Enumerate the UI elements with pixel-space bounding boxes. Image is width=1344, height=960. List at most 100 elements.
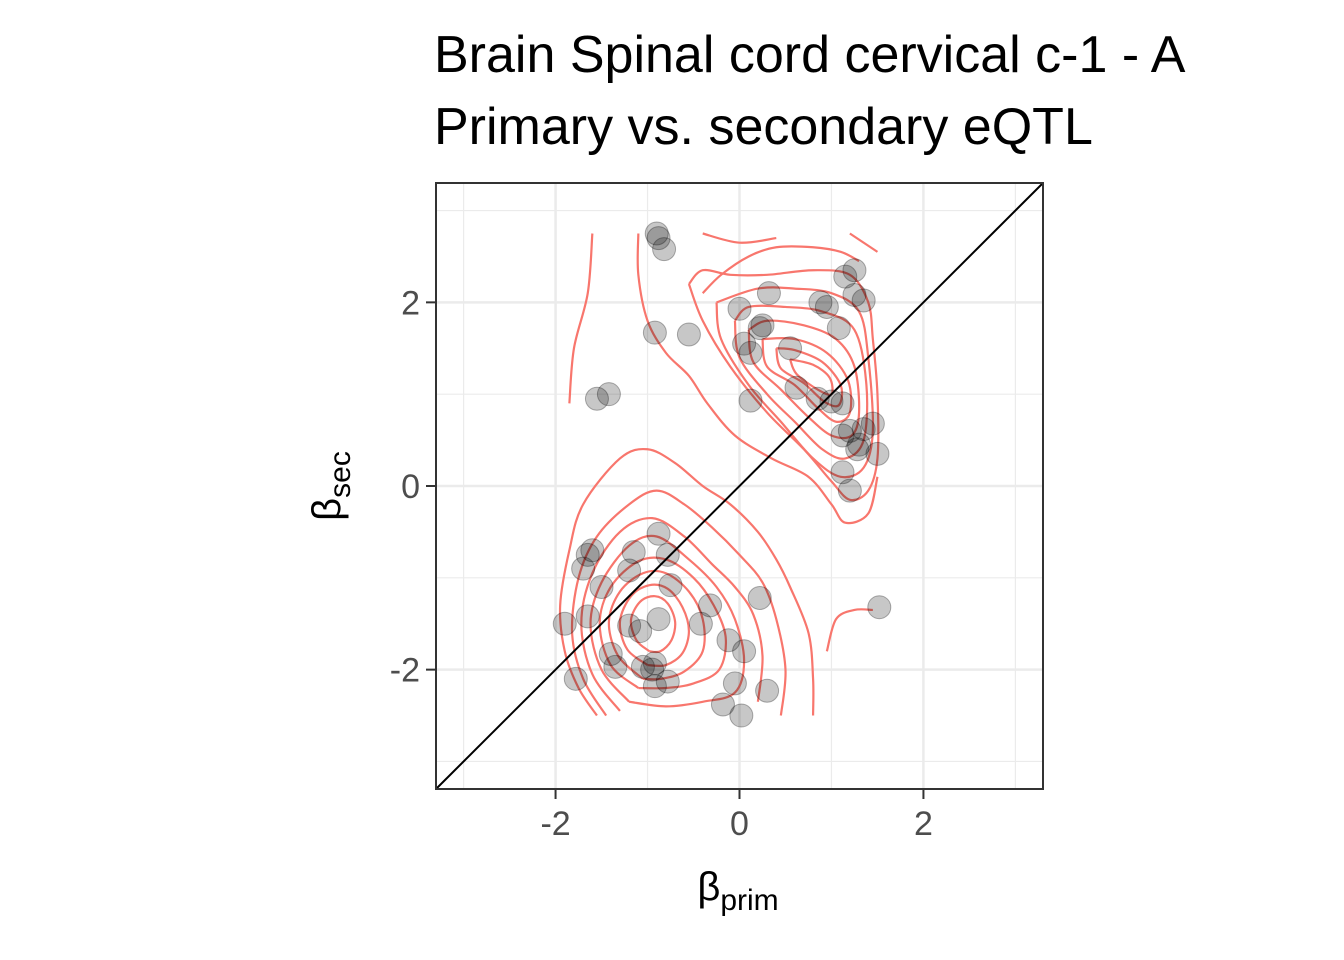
data-point bbox=[756, 281, 781, 306]
data-point bbox=[655, 669, 680, 694]
data-point bbox=[738, 388, 763, 413]
y-axis-label-symbol: β bbox=[305, 498, 349, 521]
density-contour-line bbox=[580, 517, 764, 712]
data-point bbox=[808, 290, 833, 315]
density-contour-line bbox=[849, 232, 879, 253]
data-point bbox=[837, 418, 862, 443]
data-point bbox=[640, 657, 665, 682]
data-point bbox=[642, 320, 667, 345]
density-contour-line bbox=[570, 489, 787, 717]
y-tick-label: -2 bbox=[390, 652, 420, 690]
density-contours bbox=[558, 232, 880, 717]
data-point bbox=[830, 391, 855, 416]
density-contour-line bbox=[733, 304, 869, 460]
data-point bbox=[655, 542, 680, 567]
data-point bbox=[575, 542, 600, 567]
density-contour-line bbox=[636, 233, 879, 525]
data-point bbox=[732, 331, 757, 356]
data-point bbox=[732, 639, 757, 664]
data-point bbox=[805, 386, 830, 411]
data-point bbox=[845, 437, 870, 462]
data-point bbox=[851, 417, 876, 442]
data-points bbox=[552, 221, 892, 728]
density-contour-line bbox=[607, 569, 706, 681]
data-point bbox=[727, 296, 752, 321]
density-contour-line bbox=[715, 286, 875, 479]
density-contour-line bbox=[747, 319, 861, 440]
data-point bbox=[837, 478, 862, 503]
density-contour-line bbox=[618, 583, 691, 668]
x-axis-label-symbol: β bbox=[697, 865, 720, 909]
x-tick-label: -2 bbox=[540, 805, 570, 843]
data-point bbox=[575, 604, 600, 629]
data-point bbox=[644, 221, 669, 246]
y-axis: -2 0 2 bbox=[390, 284, 436, 690]
data-point bbox=[867, 595, 892, 620]
data-point bbox=[747, 316, 772, 341]
identity-line bbox=[435, 182, 1044, 790]
x-axis-label-subscript: prim bbox=[720, 884, 778, 917]
data-point bbox=[722, 671, 747, 696]
data-point bbox=[646, 226, 671, 251]
data-point bbox=[729, 703, 754, 728]
chart-title-line2: Primary vs. secondary eQTL bbox=[434, 98, 1093, 156]
data-point bbox=[698, 593, 723, 618]
data-point bbox=[738, 340, 763, 365]
data-point bbox=[830, 423, 855, 448]
data-point bbox=[598, 642, 623, 667]
data-point bbox=[580, 538, 605, 563]
data-point bbox=[755, 678, 780, 703]
data-point bbox=[676, 322, 701, 347]
density-contour-line bbox=[558, 447, 815, 717]
data-point bbox=[571, 556, 596, 581]
data-point bbox=[833, 264, 858, 289]
data-point bbox=[642, 651, 667, 676]
data-point bbox=[563, 666, 588, 691]
data-point bbox=[784, 375, 809, 400]
data-point bbox=[710, 692, 735, 717]
data-point bbox=[851, 288, 876, 313]
data-point bbox=[860, 411, 885, 436]
data-point bbox=[750, 313, 775, 338]
density-contour-line bbox=[687, 268, 880, 502]
x-tick-label: 0 bbox=[730, 805, 749, 843]
y-axis-label-subscript: sec bbox=[324, 451, 357, 498]
density-contour-line bbox=[775, 347, 844, 408]
density-contour-line bbox=[825, 608, 873, 652]
y-tick-label: 2 bbox=[401, 284, 420, 322]
data-point bbox=[584, 386, 609, 411]
plot-area bbox=[435, 182, 1044, 790]
x-axis: -2 0 2 bbox=[540, 789, 933, 843]
data-point bbox=[646, 607, 671, 632]
data-point bbox=[847, 432, 872, 457]
density-contour-line bbox=[701, 245, 860, 294]
data-point bbox=[814, 294, 839, 319]
chart-title-line1: Brain Spinal cord cervical c-1 - A bbox=[434, 26, 1186, 84]
data-point bbox=[819, 389, 844, 414]
data-point bbox=[589, 575, 614, 599]
data-point bbox=[826, 316, 851, 341]
data-point bbox=[646, 521, 671, 546]
data-point bbox=[842, 258, 867, 283]
data-point bbox=[617, 613, 642, 638]
data-point bbox=[716, 628, 741, 653]
data-point bbox=[642, 674, 667, 699]
x-axis-label: βprim bbox=[697, 865, 778, 917]
density-contour-line bbox=[761, 336, 853, 423]
diagonal-reference-line bbox=[435, 182, 1044, 790]
density-contour-line bbox=[589, 534, 746, 708]
data-point bbox=[830, 460, 855, 485]
data-point bbox=[747, 586, 772, 611]
y-axis-label: βsec bbox=[305, 451, 357, 521]
density-contour-line bbox=[598, 556, 728, 690]
data-point bbox=[596, 382, 621, 407]
y-tick-label: 0 bbox=[401, 468, 420, 506]
data-point bbox=[688, 611, 713, 636]
data-point bbox=[842, 283, 867, 308]
data-point bbox=[865, 441, 890, 466]
data-point bbox=[603, 654, 628, 679]
data-point bbox=[621, 540, 646, 565]
density-contour-line bbox=[568, 233, 594, 404]
data-point bbox=[658, 573, 683, 598]
data-point bbox=[617, 558, 642, 583]
